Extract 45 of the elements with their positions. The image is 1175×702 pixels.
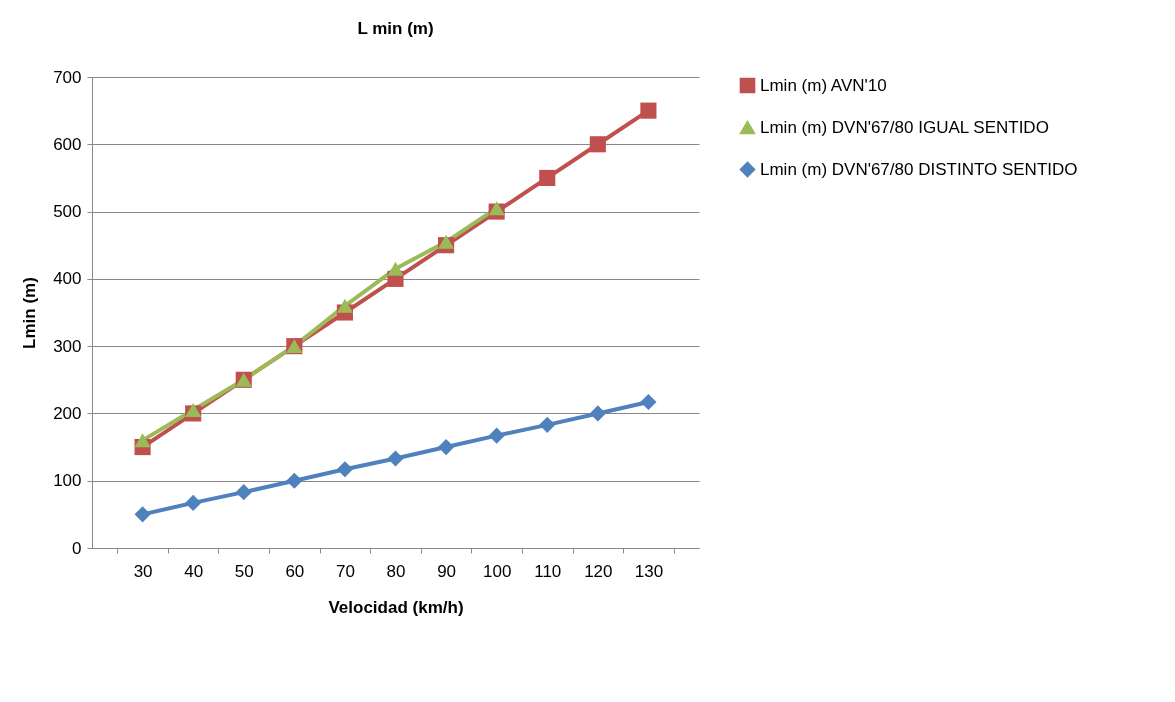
x-tick-label: 130 [634,561,664,581]
point [387,450,404,467]
point [336,298,353,313]
y-tick-label: 600 [53,134,82,154]
y-tick-label: 0 [72,538,82,558]
y-axis-title: Lmin (m) [20,277,40,349]
x-tick-label: 50 [234,561,254,581]
chart-title: L min (m) [357,19,434,38]
point [640,393,657,411]
point [134,506,151,523]
legend-label: Lmin (m) AVN'10 [760,75,887,95]
point [387,261,404,276]
y-tick-label: 300 [53,336,82,356]
x-tick-label: 110 [534,561,562,581]
legend-label: Lmin (m) DVN'67/80 DISTINTO SENTIDO [760,159,1078,179]
point [640,102,657,119]
point [134,433,151,448]
point [336,461,353,478]
x-tick-label: 70 [335,561,355,581]
x-tick-label: 120 [584,561,613,581]
y-tick-label: 400 [53,269,82,289]
point [589,136,606,153]
y-tick-label: 500 [53,202,82,222]
x-tick-label: 100 [482,561,512,581]
x-axis-title: Velocidad (km/h) [328,597,464,617]
point [185,403,202,418]
x-tick-label: 30 [133,561,153,581]
x-tick-label: 40 [184,561,204,581]
y-tick-label: 700 [53,67,82,87]
y-tick-label: 200 [53,403,82,423]
point [438,234,455,249]
point [438,439,455,456]
x-tick-label: 90 [437,561,457,581]
y-tick-label: 100 [53,471,82,491]
point [286,472,303,489]
point [539,169,556,186]
point [235,484,252,501]
point [185,494,202,511]
legend-label: Lmin (m) DVN'67/80 IGUAL SENTIDO [760,117,1049,137]
point [488,201,505,216]
point [488,427,505,444]
point [589,405,606,422]
point [539,416,556,433]
x-tick-label: 80 [386,561,406,581]
x-tick-label: 60 [285,561,305,581]
